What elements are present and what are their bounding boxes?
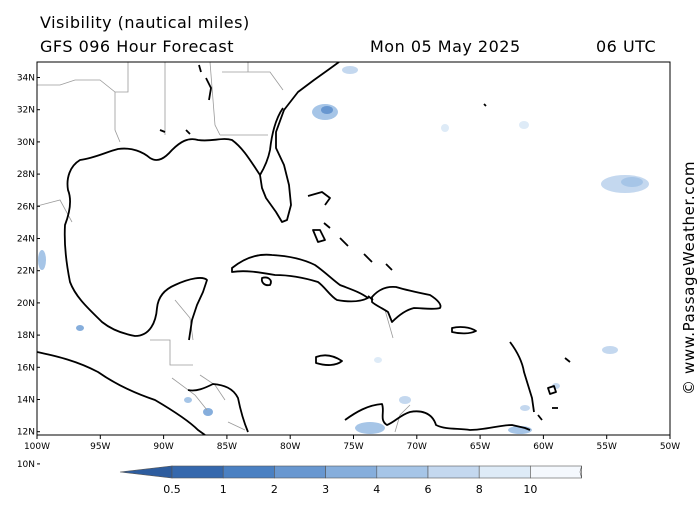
- latitude-axis: 34N 32N 30N 28N 26N 24N 22N 20N 18N 16N 14N 12N 10N: [17, 74, 40, 470]
- lat-label: 26N: [17, 202, 35, 212]
- lon-label: 65W: [470, 442, 490, 452]
- lat-label: 34N: [17, 74, 35, 84]
- lon-label: 55W: [597, 442, 617, 452]
- legend-swatch: [376, 465, 429, 479]
- longitude-axis: 100W 95W 90W 85W 80W 75W 70W 65W 60W 55W 50W: [24, 435, 680, 452]
- legend-label: 2: [271, 483, 278, 496]
- coastlines: [37, 62, 571, 435]
- legend-swatch: [427, 465, 480, 479]
- legend-swatch: [274, 465, 326, 479]
- legend-label: 6: [425, 483, 432, 496]
- lat-label: 24N: [17, 235, 35, 245]
- visibility-legend: 0.5 1 2 3 4 6 8 10: [119, 465, 582, 496]
- lat-label: 10N: [17, 460, 35, 470]
- lat-label: 14N: [17, 396, 35, 406]
- forecast-time: 06 UTC: [596, 37, 657, 56]
- lon-label: 90W: [153, 442, 173, 452]
- map-frame: [36, 61, 671, 436]
- legend-swatch: [325, 465, 378, 479]
- legend-label: 1: [220, 483, 227, 496]
- lon-label: 75W: [343, 442, 363, 452]
- lat-label: 30N: [17, 138, 35, 148]
- lat-label: 22N: [17, 267, 35, 277]
- legend-label: 8: [476, 483, 483, 496]
- legend-swatch: [222, 465, 275, 479]
- legend-swatch: [171, 465, 224, 479]
- lat-label: 20N: [17, 299, 35, 309]
- lon-label: 60W: [533, 442, 553, 452]
- legend-label: 0.5: [163, 483, 181, 496]
- lat-label: 12N: [17, 428, 35, 438]
- forecast-date: Mon 05 May 2025: [370, 37, 521, 56]
- lon-label: 85W: [217, 442, 237, 452]
- legend-label: 10: [523, 483, 537, 496]
- lon-label: 95W: [90, 442, 110, 452]
- lon-label: 70W: [407, 442, 427, 452]
- legend-low-arrow: [119, 465, 173, 479]
- lat-label: 16N: [17, 363, 35, 373]
- forecast-label: GFS 096 Hour Forecast: [40, 37, 235, 56]
- lon-label: 50W: [660, 442, 680, 452]
- legend-swatch: [530, 465, 582, 479]
- map-title: Visibility (nautical miles): [40, 13, 250, 32]
- legend-label: 4: [373, 483, 380, 496]
- lat-label: 28N: [17, 170, 35, 180]
- site-credit: © www.PassageWeather.com: [680, 160, 698, 395]
- political-borders: [37, 62, 411, 433]
- visibility-patches: [38, 66, 649, 434]
- legend-high-arrow: [579, 465, 582, 479]
- lon-label: 80W: [280, 442, 300, 452]
- legend-label: 3: [322, 483, 329, 496]
- lon-label: 100W: [24, 442, 50, 452]
- legend-swatch: [478, 465, 531, 479]
- lat-label: 32N: [17, 106, 35, 116]
- lat-label: 18N: [17, 331, 35, 341]
